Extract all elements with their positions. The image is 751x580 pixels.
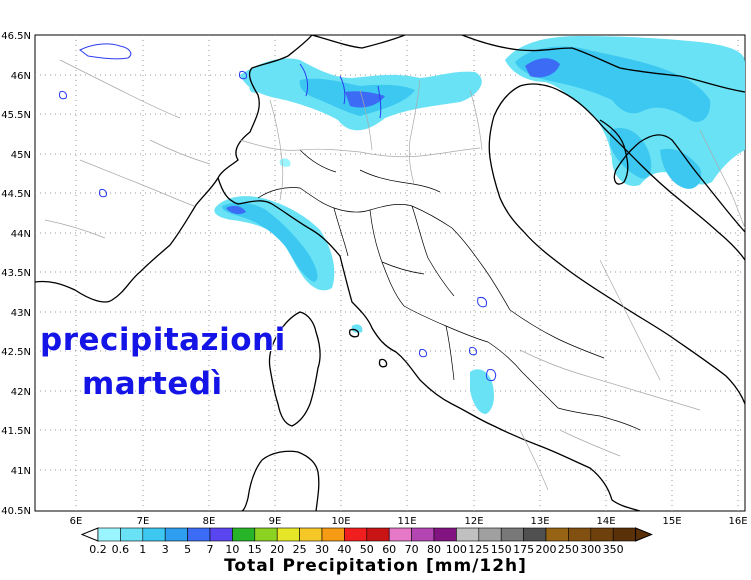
colorbar-label: 175 [513, 543, 534, 556]
colorbar: 0.2 0.6 1 3 5 7 10 15 20 25 30 40 50 60 70 80 100 125 150 1… [80, 527, 653, 556]
precip-lazio [470, 369, 494, 414]
precip-dalmatia [660, 148, 702, 189]
regional-borders [257, 149, 641, 431]
precip-northeast-core [515, 46, 711, 122]
lon-label: 8E [203, 516, 216, 527]
lon-label: 13E [530, 516, 549, 527]
lat-label: 43.5N [1, 268, 31, 279]
precip-alps-heavy [345, 91, 385, 108]
lon-label: 11E [397, 516, 416, 527]
lat-label: 46.5N [1, 31, 31, 42]
colorbar-label: 50 [360, 543, 374, 556]
colorbar-label: 80 [427, 543, 441, 556]
colorbar-label: 1 [139, 543, 146, 556]
lat-label: 45.5N [1, 110, 31, 121]
colorbar-swatch [590, 527, 614, 542]
lat-label: 42.5N [1, 347, 31, 358]
lat-label: 44N [11, 229, 31, 240]
colorbar-swatch [97, 527, 121, 542]
colorbar-label: 250 [558, 543, 579, 556]
colorbar-label: 350 [603, 543, 624, 556]
precipitation-areas [214, 36, 745, 414]
colorbar-label: 10 [225, 543, 239, 556]
colorbar-swatch [276, 527, 300, 542]
lon-label: 10E [331, 516, 350, 527]
lat-label: 43N [11, 308, 31, 319]
colorbar-swatch [433, 527, 457, 542]
lakes [59, 43, 497, 381]
colorbar-swatch [388, 527, 412, 542]
colorbar-left-arrow [80, 527, 99, 542]
lat-label: 41.5N [1, 426, 31, 437]
latitude-labels: 46.5N 46N 45.5N 45N 44.5N 44N 43.5N 43N … [1, 31, 31, 517]
colorbar-label: 25 [293, 543, 307, 556]
colorbar-swatch [500, 527, 524, 542]
longitude-labels: 6E 7E 8E 9E 10E 11E 12E 13E 14E 15E 16E [70, 516, 748, 527]
lon-label: 9E [269, 516, 282, 527]
colorbar-label: 40 [337, 543, 351, 556]
colorbar-label: 60 [382, 543, 396, 556]
colorbar-swatch [142, 527, 166, 542]
overlay-day: martedì [82, 366, 223, 402]
colorbar-label: 15 [248, 543, 262, 556]
colorbar-swatch [523, 527, 547, 542]
colorbar-swatch [456, 527, 480, 542]
colorbar-label: 300 [580, 543, 601, 556]
colorbar-label: 3 [162, 543, 169, 556]
coastlines-borders [35, 35, 745, 511]
colorbar-swatch [411, 527, 435, 542]
colorbar-label: 30 [315, 543, 329, 556]
colorbar-label: 70 [405, 543, 419, 556]
colorbar-swatch [545, 527, 569, 542]
colorbar-swatch [209, 527, 233, 542]
colorbar-swatch [568, 527, 592, 542]
colorbar-label: 0.6 [112, 543, 130, 556]
lon-label: 7E [137, 516, 150, 527]
colorbar-title: Total Precipitation [mm/12h] [224, 556, 527, 576]
colorbar-swatch [120, 527, 144, 542]
colorbar-label: 200 [536, 543, 557, 556]
lon-label: 14E [596, 516, 615, 527]
colorbar-swatch [164, 527, 188, 542]
provincial-borders [44, 59, 745, 491]
colorbar-label: 5 [184, 543, 191, 556]
precip-spot-tuscany [351, 324, 363, 333]
colorbar-label: 0.2 [89, 543, 107, 556]
lon-label: 6E [70, 516, 83, 527]
colorbar-swatch [344, 527, 368, 542]
lat-label: 46N [11, 71, 31, 82]
colorbar-label: 125 [468, 543, 489, 556]
colorbar-swatch [232, 527, 256, 542]
colorbar-right-arrow [635, 527, 653, 542]
lon-label: 12E [464, 516, 483, 527]
colorbar-label: 100 [446, 543, 467, 556]
overlay-title: precipitazioni [40, 322, 286, 358]
colorbar-swatch [612, 527, 636, 542]
precip-northeast-heavy [525, 58, 560, 78]
colorbar-swatch [187, 527, 211, 542]
lat-label: 41N [11, 466, 31, 477]
lat-label: 42N [11, 387, 31, 398]
colorbar-swatch [254, 527, 278, 542]
colorbar-label: 150 [491, 543, 512, 556]
colorbar-label: 20 [270, 543, 284, 556]
colorbar-swatch [366, 527, 390, 542]
colorbar-label: 7 [207, 543, 214, 556]
lat-label: 40.5N [1, 506, 31, 517]
lat-label: 44.5N [1, 189, 31, 200]
colorbar-swatch [321, 527, 345, 542]
precip-liguria-heavy [226, 205, 246, 215]
lat-label: 45N [11, 150, 31, 161]
colorbar-swatch [299, 527, 323, 542]
lon-label: 16E [728, 516, 747, 527]
lon-label: 15E [662, 516, 681, 527]
colorbar-swatch [478, 527, 502, 542]
